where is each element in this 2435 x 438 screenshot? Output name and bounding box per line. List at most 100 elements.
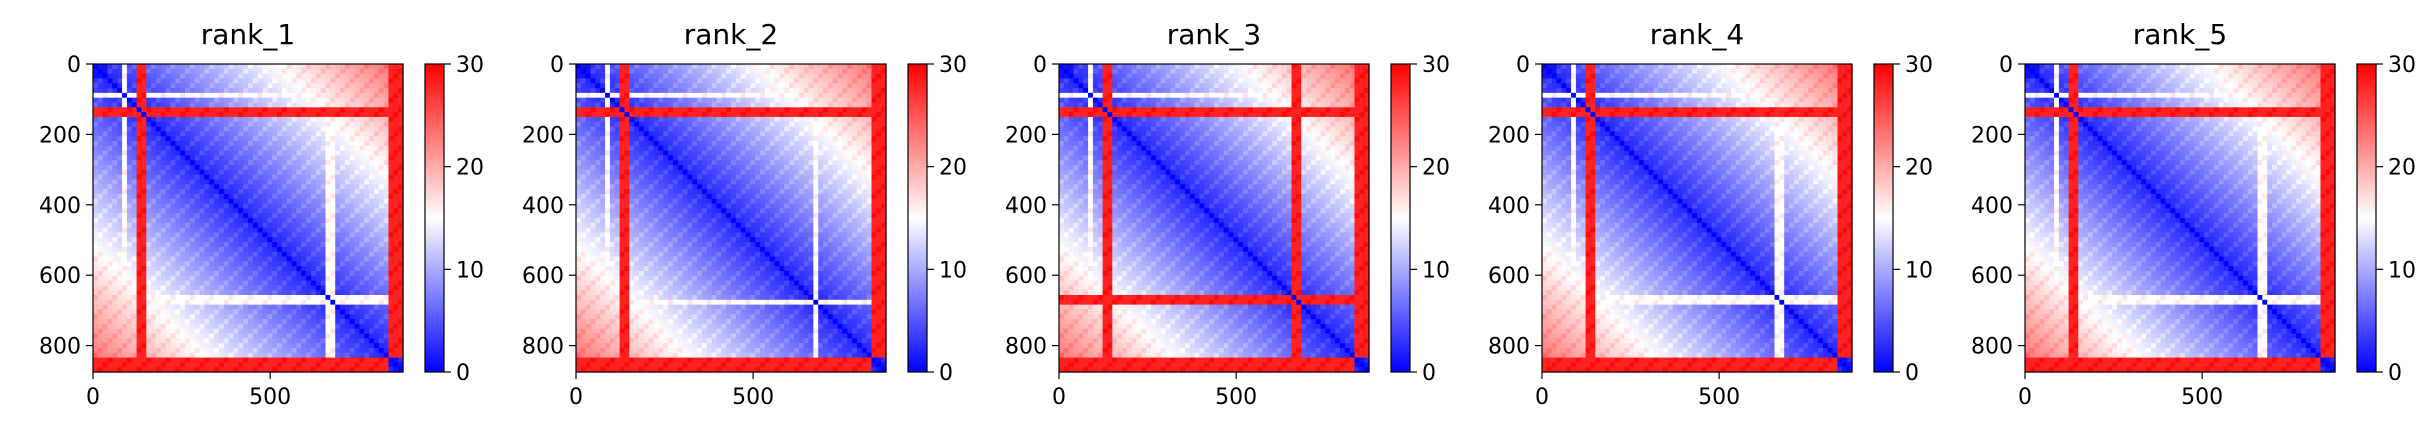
- heatmap-cell: [340, 68, 346, 75]
- heatmap-cell: [344, 189, 351, 195]
- heatmap-cell: [209, 232, 215, 238]
- heatmap-cell: [364, 290, 370, 296]
- heatmap-cell: [706, 112, 713, 118]
- heatmap-cell: [813, 68, 819, 75]
- heatmap-cell: [223, 68, 230, 75]
- heatmap-cell: [330, 232, 336, 238]
- heatmap-cell: [335, 295, 341, 301]
- heatmap-cell: [306, 126, 312, 132]
- heatmap-cell: [871, 112, 877, 118]
- heatmap-cell: [160, 256, 167, 262]
- heatmap-cell: [653, 102, 659, 108]
- heatmap-cell: [155, 352, 162, 359]
- heatmap-cell: [286, 68, 293, 75]
- heatmap-cell: [388, 208, 394, 214]
- heatmap-cell: [359, 136, 365, 142]
- heatmap-cell: [257, 165, 264, 171]
- heatmap-cell: [223, 169, 230, 176]
- heatmap-cell: [349, 222, 356, 229]
- heatmap-cell: [218, 338, 225, 344]
- heatmap-cell: [619, 88, 626, 94]
- heatmap-cell: [277, 92, 283, 99]
- heatmap-cell: [378, 198, 385, 205]
- heatmap-cell: [296, 160, 302, 166]
- heatmap-cell: [398, 304, 404, 311]
- heatmap-cell: [634, 121, 640, 128]
- heatmap-cell: [576, 112, 582, 118]
- heatmap-cell: [214, 347, 220, 354]
- heatmap-cell: [204, 64, 210, 70]
- heatmap-cell: [590, 112, 596, 118]
- heatmap-cell: [798, 102, 805, 108]
- heatmap-cell: [369, 165, 375, 171]
- heatmap-cell: [369, 319, 375, 325]
- heatmap-cell: [325, 189, 331, 195]
- heatmap-cell: [354, 150, 360, 157]
- heatmap-cell: [378, 136, 385, 142]
- heatmap-cell: [223, 261, 230, 267]
- heatmap-cell: [214, 121, 220, 128]
- heatmap-cell: [277, 68, 283, 75]
- heatmap-cell: [354, 78, 360, 84]
- heatmap-cell: [117, 352, 123, 359]
- heatmap-cell: [605, 88, 611, 94]
- heatmap-cell: [692, 116, 698, 123]
- heatmap-cell: [223, 242, 230, 248]
- heatmap-cell: [398, 97, 404, 104]
- heatmap-cell: [185, 309, 191, 315]
- heatmap-cell: [102, 285, 109, 291]
- heatmap-cell: [214, 64, 220, 70]
- heatmap-cell: [248, 193, 254, 200]
- heatmap-cell: [388, 304, 394, 311]
- heatmap-cell: [141, 323, 147, 330]
- heatmap-cell: [175, 304, 181, 311]
- heatmap-cell: [344, 323, 351, 330]
- heatmap-cell: [248, 270, 254, 277]
- heatmap-cell: [774, 78, 781, 84]
- heatmap-cell: [97, 246, 104, 253]
- heatmap-cell: [199, 83, 205, 89]
- heatmap-cell: [320, 155, 327, 161]
- heatmap-cell: [126, 141, 133, 147]
- heatmap-cell: [818, 73, 824, 80]
- heatmap-cell: [735, 102, 742, 108]
- heatmap-cell: [306, 198, 312, 205]
- heatmap-cell: [609, 102, 616, 108]
- heatmap-cell: [131, 309, 138, 315]
- heatmap-cell: [301, 208, 307, 214]
- heatmap-cell: [248, 198, 254, 205]
- heatmap-cell: [243, 261, 249, 267]
- heatmap-cell: [369, 275, 375, 282]
- heatmap-cell: [605, 116, 611, 123]
- heatmap-cell: [238, 275, 244, 282]
- heatmap-cell: [856, 73, 863, 80]
- heatmap-cell: [272, 102, 278, 108]
- heatmap-cell: [204, 357, 210, 363]
- heatmap-cell: [281, 232, 288, 238]
- heatmap-cell: [204, 261, 210, 267]
- heatmap-cell: [209, 227, 215, 234]
- heatmap-cell: [248, 136, 254, 142]
- heatmap-cell: [808, 78, 814, 84]
- heatmap-cell: [335, 165, 341, 171]
- heatmap-cell: [629, 68, 635, 75]
- heatmap-cell: [122, 213, 128, 219]
- heatmap-cell: [204, 184, 210, 190]
- heatmap-cell: [267, 189, 273, 195]
- heatmap-cell: [823, 102, 829, 108]
- heatmap-cell: [97, 304, 104, 311]
- heatmap-cell: [141, 136, 147, 142]
- heatmap-cell: [585, 68, 592, 75]
- heatmap-cell: [798, 92, 805, 99]
- heatmap-cell: [155, 107, 162, 113]
- heatmap-cell: [126, 121, 133, 128]
- heatmap-cell: [315, 314, 322, 320]
- heatmap-cell: [393, 251, 399, 258]
- heatmap-cell: [233, 280, 239, 286]
- heatmap-cell: [238, 314, 244, 320]
- heatmap-cell: [755, 116, 761, 123]
- heatmap-cell: [383, 256, 390, 262]
- heatmap-cell: [301, 328, 307, 335]
- heatmap-cell: [126, 136, 133, 142]
- heatmap-cell: [330, 145, 336, 152]
